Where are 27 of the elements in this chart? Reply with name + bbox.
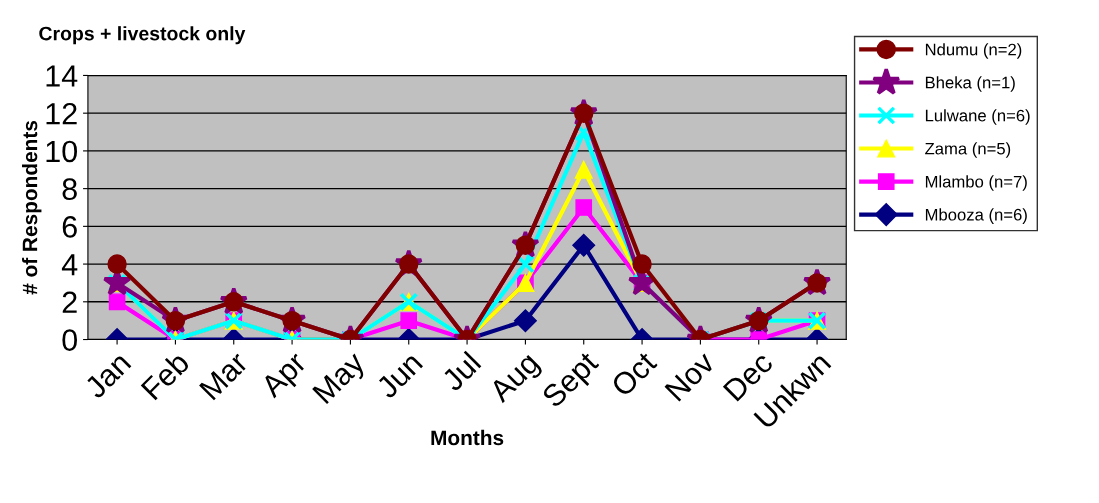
y-tick-label: 14 (46, 65, 78, 87)
x-tick-label: Aug (487, 351, 545, 408)
legend-label: Lulwane (n=6) (925, 109, 1030, 125)
y-tick-label: 12 (46, 102, 77, 125)
legend-label: Ndumu (n=2) (925, 43, 1022, 59)
y-tick-label: 4 (61, 254, 78, 276)
legend-label: Mbooza (n=6) (925, 208, 1027, 224)
y-tick-label: 6 (62, 216, 77, 238)
x-tick-label: May (312, 350, 371, 409)
x-tick-label: Jan (83, 351, 132, 400)
x-tick-label: Jul (439, 350, 482, 393)
chart-title: Crops + livestock only (39, 26, 246, 45)
x-axis-title: Months (431, 429, 504, 446)
x-tick-label: Nov (664, 350, 717, 402)
y-tick-label: 0 (62, 329, 77, 351)
x-tick-label: Mar (199, 350, 250, 401)
x-tick-label: Apr (259, 350, 312, 403)
x-tick-label: Oct (610, 349, 658, 398)
y-tick-label: 10 (46, 140, 78, 163)
x-tick-label: Jun (375, 351, 424, 400)
legend-label: Zama (n=5) (925, 142, 1011, 158)
y-tick-label: 2 (62, 291, 77, 313)
y-axis-title: # of Respondents (22, 120, 42, 295)
y-tick-label: 8 (62, 178, 77, 200)
legend-label: Mlambo (n=7) (925, 175, 1027, 191)
x-tick-label: Feb (139, 350, 191, 401)
legend-label: Bheka (n=1) (925, 76, 1015, 92)
